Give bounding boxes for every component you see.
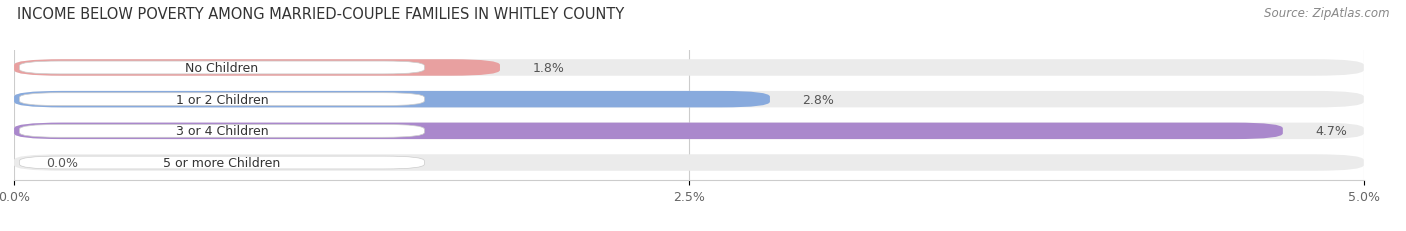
Text: 0.0%: 0.0% bbox=[46, 156, 79, 169]
FancyBboxPatch shape bbox=[14, 91, 770, 108]
FancyBboxPatch shape bbox=[14, 123, 1282, 140]
FancyBboxPatch shape bbox=[20, 62, 425, 75]
Text: 1 or 2 Children: 1 or 2 Children bbox=[176, 93, 269, 106]
FancyBboxPatch shape bbox=[14, 123, 1364, 140]
FancyBboxPatch shape bbox=[14, 155, 1364, 171]
Text: Source: ZipAtlas.com: Source: ZipAtlas.com bbox=[1264, 7, 1389, 20]
Text: No Children: No Children bbox=[186, 62, 259, 75]
Text: 3 or 4 Children: 3 or 4 Children bbox=[176, 125, 269, 138]
Text: 4.7%: 4.7% bbox=[1315, 125, 1347, 138]
Text: 5 or more Children: 5 or more Children bbox=[163, 156, 281, 169]
FancyBboxPatch shape bbox=[20, 125, 425, 138]
FancyBboxPatch shape bbox=[14, 91, 1364, 108]
FancyBboxPatch shape bbox=[14, 60, 501, 76]
FancyBboxPatch shape bbox=[20, 93, 425, 106]
Text: INCOME BELOW POVERTY AMONG MARRIED-COUPLE FAMILIES IN WHITLEY COUNTY: INCOME BELOW POVERTY AMONG MARRIED-COUPL… bbox=[17, 7, 624, 22]
FancyBboxPatch shape bbox=[14, 60, 1364, 76]
Text: 1.8%: 1.8% bbox=[533, 62, 564, 75]
FancyBboxPatch shape bbox=[20, 156, 425, 169]
Text: 2.8%: 2.8% bbox=[803, 93, 834, 106]
